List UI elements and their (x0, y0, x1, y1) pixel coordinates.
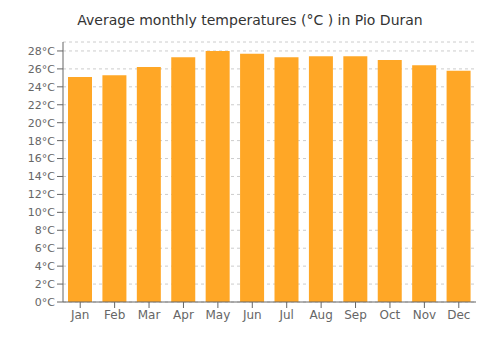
svg-text:Sep: Sep (344, 308, 367, 322)
svg-text:14°C: 14°C (28, 170, 55, 183)
svg-text:28°C: 28°C (28, 45, 55, 58)
svg-text:4°C: 4°C (35, 260, 55, 273)
svg-text:Jun: Jun (242, 308, 262, 322)
svg-text:6°C: 6°C (35, 242, 55, 255)
svg-text:0°C: 0°C (35, 296, 55, 309)
svg-text:24°C: 24°C (28, 81, 55, 94)
svg-text:Dec: Dec (447, 308, 470, 322)
svg-text:Oct: Oct (380, 308, 401, 322)
svg-text:May: May (205, 308, 230, 322)
svg-text:20°C: 20°C (28, 117, 55, 130)
svg-text:Jul: Jul (278, 308, 293, 322)
svg-text:Aug: Aug (309, 308, 332, 322)
svg-text:Nov: Nov (413, 308, 436, 322)
svg-text:8°C: 8°C (35, 224, 55, 237)
svg-text:26°C: 26°C (28, 63, 55, 76)
svg-text:Feb: Feb (104, 308, 125, 322)
svg-text:Apr: Apr (173, 308, 194, 322)
svg-text:Jan: Jan (70, 308, 90, 322)
svg-text:18°C: 18°C (28, 135, 55, 148)
svg-text:10°C: 10°C (28, 206, 55, 219)
svg-text:22°C: 22°C (28, 99, 55, 112)
svg-text:Mar: Mar (138, 308, 161, 322)
svg-text:16°C: 16°C (28, 152, 55, 165)
html-text:Average monthly temperatures (: Average monthly temperatures (°C ) in Pi… (77, 12, 423, 28)
svg-text:12°C: 12°C (28, 188, 55, 201)
svg-text:2°C: 2°C (35, 278, 55, 291)
